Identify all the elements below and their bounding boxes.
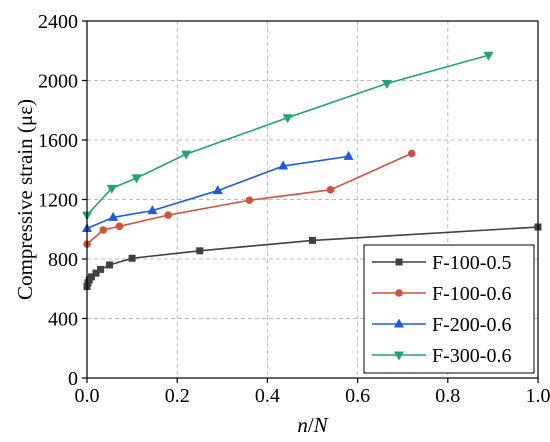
series-f-100-0-6 (83, 149, 416, 248)
grid-lines (87, 21, 538, 378)
x-tick-label: 1.0 (526, 385, 550, 407)
y-tick-label: 400 (48, 309, 78, 331)
legend-item: F-200-0.6 (372, 314, 511, 336)
data-point (92, 269, 100, 277)
data-point (407, 149, 416, 158)
series-line (86, 155, 349, 230)
data-point (245, 196, 254, 205)
legend-item: F-300-0.6 (372, 345, 511, 367)
legend-label: F-100-0.6 (432, 283, 511, 305)
data-point (343, 150, 354, 160)
y-tick-label: 2400 (38, 11, 78, 33)
data-point (106, 261, 114, 269)
y-tick-label: 0 (68, 368, 78, 390)
series-f-300-0-6 (82, 51, 494, 221)
data-point (381, 79, 392, 89)
legend-marker (394, 318, 404, 328)
series-f-200-0-6 (82, 150, 354, 233)
data-point (115, 222, 124, 231)
data-point (196, 247, 204, 255)
data-point (326, 186, 335, 194)
legend-box (363, 244, 535, 374)
data-point (106, 184, 117, 194)
data-point (278, 160, 289, 170)
data-point (164, 211, 172, 219)
legend-label: F-100-0.5 (432, 252, 511, 274)
data-point (97, 265, 105, 273)
x-tick-label: 0.4 (255, 385, 280, 407)
data-point (108, 211, 119, 221)
y-tick-label: 800 (48, 249, 78, 271)
legend-item: F-100-0.5 (372, 252, 511, 274)
axis-ticks (82, 20, 539, 383)
y-tick-label: 1200 (38, 190, 78, 212)
legend: F-100-0.5 F-100-0.6 F-200-0.6 F-300-0.6 (363, 244, 535, 374)
y-tick-label: 2000 (38, 71, 78, 93)
data-point (147, 205, 158, 215)
data-point (131, 174, 142, 184)
x-tick-label: 0.6 (345, 385, 370, 407)
series-line (86, 54, 489, 216)
legend-label: F-300-0.6 (432, 345, 511, 367)
data-point (483, 51, 494, 61)
legend-item: F-100-0.6 (372, 283, 511, 305)
x-tick-label: 0.0 (75, 385, 100, 407)
tick-labels: 0.0 0.2 0.4 0.6 0.8 1.0 0 400 800 1200 1600 2000 240… (38, 11, 550, 407)
legend-marker (395, 289, 403, 297)
y-axis-title: Compressive strain (με) (13, 99, 37, 300)
x-axis-title: n/N (297, 413, 328, 437)
x-tick-label: 0.2 (165, 385, 190, 407)
y-tick-label: 1600 (38, 130, 78, 152)
data-point (282, 114, 293, 124)
data-point (128, 254, 136, 262)
legend-marker (394, 351, 404, 361)
legend-marker (395, 258, 403, 266)
data-point (181, 150, 192, 160)
data-point (88, 273, 96, 281)
data-point (309, 236, 316, 244)
legend-label: F-200-0.6 (432, 314, 511, 336)
x-tick-label: 0.8 (435, 385, 460, 407)
data-point (99, 226, 108, 234)
data-point (212, 185, 223, 195)
